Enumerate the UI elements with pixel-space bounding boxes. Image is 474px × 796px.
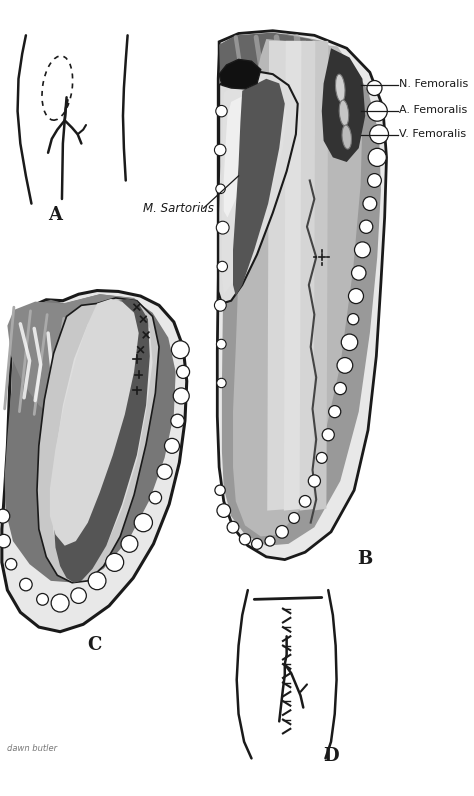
Circle shape	[172, 341, 189, 359]
Circle shape	[217, 339, 226, 349]
Circle shape	[216, 184, 225, 193]
Circle shape	[328, 406, 341, 418]
Polygon shape	[313, 41, 328, 510]
Polygon shape	[217, 31, 386, 560]
Circle shape	[299, 496, 311, 507]
Polygon shape	[267, 41, 295, 510]
Circle shape	[370, 125, 389, 144]
Polygon shape	[54, 298, 150, 583]
Circle shape	[289, 513, 300, 524]
Circle shape	[367, 101, 387, 121]
Circle shape	[367, 80, 382, 96]
Ellipse shape	[342, 125, 351, 149]
Circle shape	[316, 452, 327, 463]
Circle shape	[276, 525, 288, 538]
Circle shape	[217, 504, 230, 517]
Text: N. Femoralis: N. Femoralis	[400, 80, 469, 89]
Text: A: A	[48, 206, 63, 224]
Circle shape	[19, 578, 32, 591]
Circle shape	[239, 533, 251, 545]
Circle shape	[149, 491, 162, 504]
Circle shape	[217, 378, 226, 388]
Polygon shape	[218, 71, 298, 303]
Text: M. Sartorius: M. Sartorius	[143, 201, 214, 215]
Circle shape	[341, 334, 358, 350]
Circle shape	[368, 148, 386, 166]
Circle shape	[157, 464, 172, 479]
Circle shape	[216, 105, 227, 117]
Circle shape	[216, 221, 229, 234]
Circle shape	[363, 197, 377, 210]
Polygon shape	[37, 298, 159, 583]
Circle shape	[121, 536, 138, 552]
Text: B: B	[357, 550, 373, 568]
Polygon shape	[219, 60, 261, 89]
Circle shape	[217, 261, 228, 271]
Circle shape	[164, 439, 180, 454]
Circle shape	[171, 414, 184, 427]
Circle shape	[106, 553, 124, 572]
Circle shape	[134, 513, 153, 532]
Polygon shape	[50, 298, 139, 546]
Polygon shape	[219, 33, 351, 95]
Circle shape	[0, 509, 10, 523]
Polygon shape	[66, 314, 143, 550]
Circle shape	[367, 174, 382, 187]
Circle shape	[322, 429, 334, 441]
Circle shape	[352, 266, 366, 280]
Circle shape	[337, 357, 353, 373]
Polygon shape	[52, 303, 153, 570]
Polygon shape	[224, 92, 270, 217]
Text: dawn butler: dawn butler	[8, 743, 57, 753]
Polygon shape	[284, 41, 306, 510]
Circle shape	[5, 559, 17, 570]
Circle shape	[308, 475, 320, 487]
Ellipse shape	[339, 100, 349, 126]
Circle shape	[348, 289, 364, 303]
Circle shape	[51, 594, 69, 612]
Ellipse shape	[336, 74, 345, 102]
Circle shape	[36, 594, 48, 605]
Polygon shape	[2, 291, 187, 632]
Circle shape	[334, 382, 346, 395]
Polygon shape	[8, 295, 153, 427]
Text: V. Femoralis: V. Femoralis	[400, 129, 466, 139]
Polygon shape	[233, 39, 363, 537]
Circle shape	[359, 220, 373, 233]
Text: D: D	[323, 747, 339, 765]
Polygon shape	[222, 79, 287, 295]
Circle shape	[173, 388, 189, 404]
Circle shape	[215, 485, 225, 495]
Circle shape	[214, 299, 226, 311]
Circle shape	[71, 588, 86, 603]
Circle shape	[0, 534, 10, 548]
Circle shape	[88, 572, 106, 590]
Polygon shape	[5, 295, 176, 583]
Circle shape	[265, 536, 275, 546]
Circle shape	[214, 144, 226, 156]
Circle shape	[252, 538, 263, 549]
Circle shape	[227, 521, 239, 533]
Circle shape	[177, 365, 190, 378]
Polygon shape	[300, 41, 318, 510]
Circle shape	[347, 314, 359, 325]
Polygon shape	[233, 79, 285, 296]
Text: C: C	[87, 636, 101, 654]
Circle shape	[355, 242, 370, 258]
Polygon shape	[222, 33, 381, 546]
Text: A. Femoralis: A. Femoralis	[400, 105, 468, 115]
Polygon shape	[322, 49, 365, 162]
